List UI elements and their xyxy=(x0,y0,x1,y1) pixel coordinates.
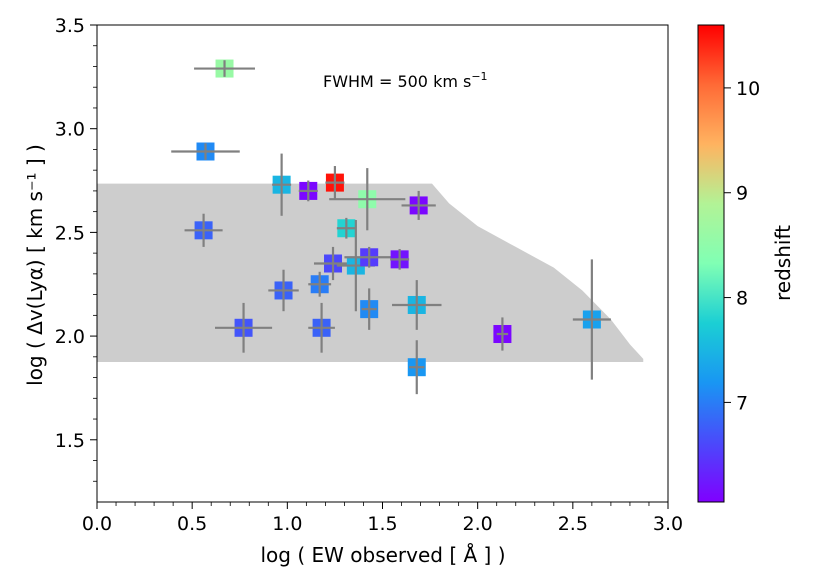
fwhm-annotation-superscript: −1 xyxy=(471,70,487,83)
y-tick-label: 3.5 xyxy=(55,15,85,37)
fwhm-annotation-text: FWHM = 500 km s xyxy=(323,72,471,91)
data-point xyxy=(194,59,255,78)
colorbar-tick-label: 10 xyxy=(736,78,760,100)
fwhm-annotation: FWHM = 500 km s−1 xyxy=(323,70,488,91)
data-point xyxy=(308,302,335,353)
y-axis: 1.5 2.0 2.5 3.0 3.5 xyxy=(55,15,97,482)
colorbar-tick-label: 9 xyxy=(736,183,748,205)
data-point xyxy=(215,302,273,353)
colorbar-label: redshift xyxy=(771,225,795,301)
x-axis-label: log ( EW observed [ Å ] ) xyxy=(260,543,505,567)
y-axis-label: log ( Δv(Lyα) [ km s⁻¹ ] ) xyxy=(23,144,47,386)
x-tick-label: 2.5 xyxy=(558,513,588,535)
y-tick-label: 2.0 xyxy=(55,326,85,348)
colorbar-tick-label: 8 xyxy=(736,288,748,310)
x-tick-label: 1.0 xyxy=(272,513,302,535)
data-point xyxy=(392,280,442,330)
x-tick-label: 0.0 xyxy=(82,513,112,535)
plot-area xyxy=(96,24,669,503)
data-point xyxy=(493,317,512,351)
data-point xyxy=(171,142,240,161)
x-axis: 0.0 0.5 1.0 1.5 2.0 2.5 3.0 xyxy=(82,502,683,535)
data-point xyxy=(325,166,345,200)
x-tick-label: 3.0 xyxy=(653,513,683,535)
y-tick-label: 1.5 xyxy=(55,430,85,452)
data-point xyxy=(407,340,426,395)
data-point xyxy=(401,190,436,220)
data-point xyxy=(360,288,379,330)
data-point xyxy=(329,168,406,231)
data-point xyxy=(390,248,410,270)
data-point xyxy=(308,271,332,297)
colorbar: 7 8 9 10 xyxy=(697,24,760,503)
data-point xyxy=(344,246,394,268)
data-point xyxy=(272,153,292,216)
y-tick-label: 2.5 xyxy=(55,222,85,244)
allowed-region xyxy=(97,183,644,363)
data-point xyxy=(572,259,611,380)
data-point xyxy=(298,180,318,202)
x-tick-label: 1.5 xyxy=(367,513,397,535)
colorbar-tick-label: 7 xyxy=(736,392,748,414)
data-point xyxy=(184,213,223,247)
colorbar-gradient xyxy=(697,24,725,503)
x-tick-label: 2.0 xyxy=(463,513,493,535)
data-point xyxy=(336,217,356,239)
x-tick-label: 0.5 xyxy=(177,513,207,535)
data-point xyxy=(268,269,299,312)
y-tick-label: 3.0 xyxy=(55,119,85,141)
data-point xyxy=(313,246,353,281)
